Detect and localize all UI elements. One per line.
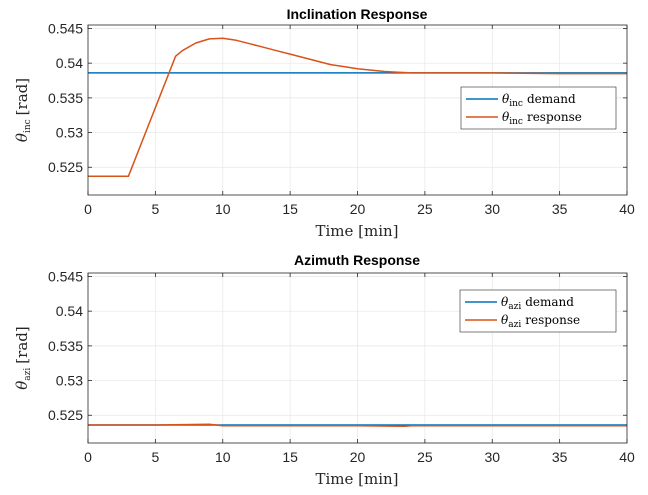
azimuth-legend-response-label: θazi response [501,313,580,330]
inclination-y-subscript: inc [23,119,33,133]
azimuth-response-line [88,423,627,428]
inclination-y-tick-label: 0.545 [48,20,83,36]
azimuth-x-tick-label: 35 [552,449,568,465]
inclination-x-tick-label: 10 [215,201,231,217]
inclination-y-symbol: θ [13,133,31,142]
azimuth-x-tick-label: 20 [350,449,366,465]
inclination-response-line [88,37,627,178]
azimuth-y-tick-label: 0.525 [48,407,83,423]
inclination-x-tick-label: 40 [619,201,635,217]
azimuth-y-subscript: azi [23,368,33,381]
azimuth-x-tick-label: 15 [282,449,298,465]
azimuth-x-axis-label: Time [min] [315,470,398,488]
inclination-x-tick-label: 0 [84,201,92,217]
inclination-x-tick-label: 25 [417,201,433,217]
inclination-x-axis-label: Time [min] [315,222,398,240]
inclination-x-tick-label: 5 [151,201,159,217]
inclination-chart: Inclination Response 0 5 10 15 20 25 30 35 40 0.… [13,6,635,240]
azimuth-x-tick-label: 40 [619,449,635,465]
inclination-y-axis-label: θinc [rad] [13,78,33,142]
inclination-x-tick-label: 15 [282,201,298,217]
azimuth-x-tick-label: 10 [215,449,231,465]
azimuth-legend-demand-label: θazi demand [501,295,574,312]
azimuth-y-tick-label: 0.535 [48,338,83,354]
azimuth-y-unit: [rad] [13,326,31,363]
azimuth-legend: θazi demand θazi response [459,289,617,333]
azimuth-x-tick-label: 0 [84,449,92,465]
azimuth-y-axis-label: θazi [rad] [13,326,33,389]
inclination-x-tick-label: 30 [484,201,500,217]
inclination-y-ticks: 0.525 0.53 0.535 0.54 0.545 [48,20,627,175]
inclination-series-lines [88,37,627,178]
azimuth-y-tick-label: 0.53 [56,373,83,389]
azimuth-y-tick-label: 0.54 [56,303,83,319]
azimuth-y-ticks: 0.525 0.53 0.535 0.54 0.545 [48,268,627,423]
inclination-y-tick-label: 0.54 [56,55,83,71]
inclination-legend-response-label: θinc response [502,110,582,127]
inclination-chart-title: Inclination Response [287,6,428,22]
inclination-x-tick-label: 20 [350,201,366,217]
azimuth-x-tick-label: 30 [484,449,500,465]
azimuth-series-lines [88,423,627,428]
azimuth-x-tick-label: 25 [417,449,433,465]
inclination-legend-demand-label: θinc demand [502,92,576,109]
inclination-y-tick-label: 0.53 [56,125,83,141]
azimuth-chart: Azimuth Response 0 5 10 15 20 25 30 35 40 0.5250… [13,252,635,488]
inclination-legend: θinc demand θinc response [460,86,617,130]
inclination-y-tick-label: 0.525 [48,159,83,175]
azimuth-y-symbol: θ [13,381,31,390]
azimuth-x-tick-label: 5 [151,449,159,465]
azimuth-legend-box [459,289,617,333]
inclination-legend-box [460,86,617,130]
azimuth-x-ticks: 0 5 10 15 20 25 30 35 40 [84,273,635,465]
inclination-x-tick-label: 35 [552,201,568,217]
azimuth-chart-title: Azimuth Response [294,252,420,268]
inclination-x-ticks: 0 5 10 15 20 25 30 35 40 [84,25,635,217]
azimuth-y-tick-label: 0.545 [48,268,83,284]
inclination-y-tick-label: 0.535 [48,90,83,106]
inclination-y-unit: [rad] [13,78,31,115]
